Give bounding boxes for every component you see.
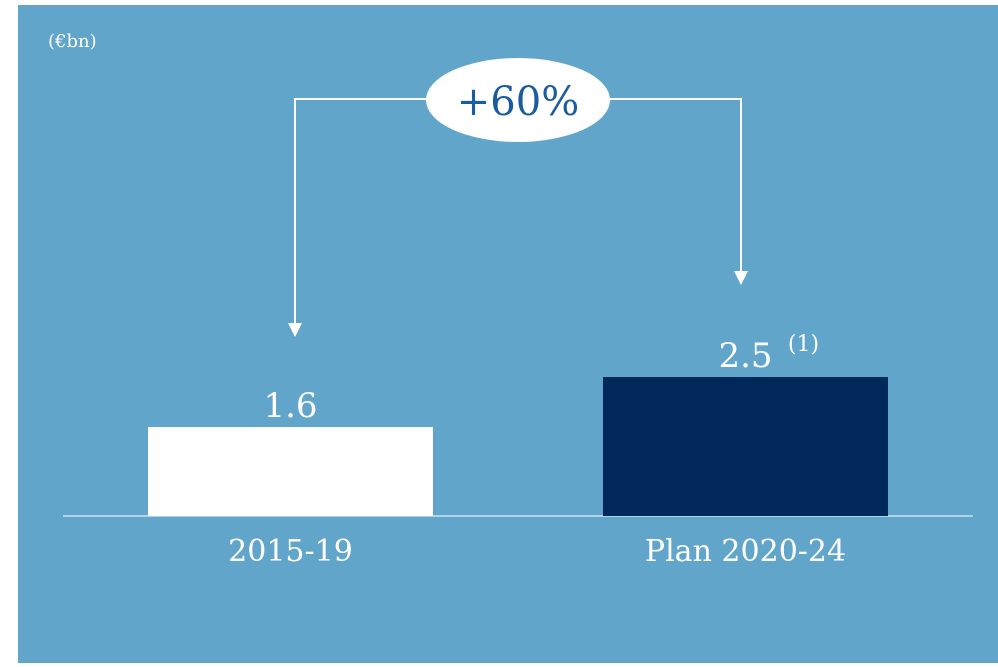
change-bubble [426, 58, 610, 142]
arrow-head-right [734, 271, 748, 285]
value-label-2: 2.5 [718, 336, 772, 376]
unit-label: (€bn) [48, 31, 97, 52]
value-label-1: 1.6 [263, 386, 317, 426]
bar-1 [148, 427, 433, 516]
change-label: +60% [457, 79, 579, 125]
arrow-head-left [288, 323, 302, 337]
category-label-2: Plan 2020-24 [645, 534, 846, 569]
category-label-1: 2015-19 [228, 534, 353, 569]
bar-chart: 1.6 2015-19 2.5 (1) Plan 2020-24 +60% [63, 58, 973, 569]
value-footnote-2: (1) [788, 332, 819, 357]
chart-panel: (€bn) 1.6 2015-19 2.5 (1) Plan 2020-24 +60% [18, 5, 998, 663]
bar-2 [603, 377, 888, 516]
